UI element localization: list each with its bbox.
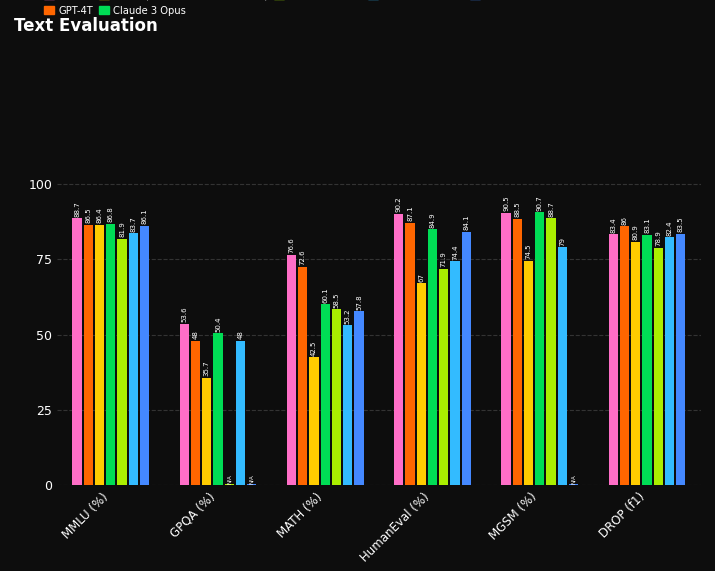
Text: 84.9: 84.9	[430, 212, 435, 228]
Text: N/A: N/A	[250, 474, 255, 484]
Text: 67: 67	[418, 273, 424, 282]
Bar	[236, 341, 245, 485]
Bar	[247, 484, 257, 485]
Text: 86: 86	[621, 216, 628, 224]
Text: 58.5: 58.5	[334, 292, 340, 308]
Bar	[524, 261, 533, 485]
Bar	[298, 267, 307, 485]
Bar	[202, 378, 212, 485]
Bar	[179, 324, 189, 485]
Text: 88.7: 88.7	[548, 201, 554, 216]
Text: 48: 48	[237, 330, 244, 339]
Bar	[84, 224, 93, 485]
Text: 53.2: 53.2	[345, 308, 351, 324]
Bar	[287, 255, 296, 485]
Bar	[394, 214, 403, 485]
Bar	[225, 484, 234, 485]
Bar	[343, 325, 352, 485]
Text: 88.7: 88.7	[74, 201, 80, 216]
Bar	[676, 234, 686, 485]
Bar	[95, 225, 104, 485]
Text: 60.1: 60.1	[322, 287, 328, 303]
Text: 90.2: 90.2	[396, 196, 402, 212]
Text: 90.7: 90.7	[537, 195, 543, 211]
Text: 78.9: 78.9	[656, 230, 661, 246]
Legend: GPT-4o, GPT-4T, GPT-4 (initial release 23-03-14), Claude 3 Opus, Gemini Pro 1.5,: GPT-4o, GPT-4T, GPT-4 (initial release 2…	[44, 0, 548, 15]
Text: N/A: N/A	[571, 474, 576, 484]
Bar	[513, 219, 522, 485]
Bar	[107, 224, 115, 485]
Text: 83.5: 83.5	[678, 216, 684, 232]
Text: 83.1: 83.1	[644, 218, 650, 234]
Bar	[417, 283, 426, 485]
Text: 81.9: 81.9	[119, 222, 125, 237]
Text: 71.9: 71.9	[441, 251, 447, 267]
Text: 42.5: 42.5	[311, 340, 317, 356]
Bar	[140, 226, 149, 485]
Bar	[631, 242, 641, 485]
Text: 35.7: 35.7	[204, 361, 209, 376]
Bar	[428, 230, 437, 485]
Bar	[462, 232, 471, 485]
Text: 84.1: 84.1	[463, 215, 469, 230]
Text: 50.4: 50.4	[215, 316, 221, 332]
Text: 74.4: 74.4	[452, 244, 458, 260]
Bar	[620, 226, 629, 485]
Bar	[310, 357, 319, 485]
Text: 74.5: 74.5	[526, 244, 531, 259]
Bar	[665, 237, 674, 485]
Bar	[332, 309, 341, 485]
Bar	[129, 233, 138, 485]
Bar	[450, 261, 460, 485]
Text: Text Evaluation: Text Evaluation	[14, 17, 158, 35]
Bar	[546, 218, 556, 485]
Text: 86.5: 86.5	[85, 207, 92, 223]
Bar	[608, 234, 618, 485]
Text: 87.1: 87.1	[407, 206, 413, 222]
Bar	[558, 247, 567, 485]
Text: 72.6: 72.6	[300, 250, 306, 265]
Bar	[191, 341, 200, 485]
Text: 86.1: 86.1	[142, 208, 147, 224]
Text: 83.7: 83.7	[130, 216, 137, 232]
Bar	[501, 212, 511, 485]
Bar	[214, 333, 222, 485]
Text: 48: 48	[192, 330, 199, 339]
Bar	[536, 212, 544, 485]
Bar	[72, 218, 82, 485]
Bar	[355, 311, 364, 485]
Text: N/A: N/A	[227, 474, 232, 484]
Bar	[117, 239, 127, 485]
Bar	[439, 269, 448, 485]
Bar	[321, 304, 330, 485]
Text: 76.6: 76.6	[289, 238, 295, 253]
Bar	[654, 248, 663, 485]
Bar	[405, 223, 415, 485]
Text: 83.4: 83.4	[611, 217, 616, 232]
Text: 57.8: 57.8	[356, 294, 362, 309]
Text: 82.4: 82.4	[666, 220, 673, 235]
Text: 80.9: 80.9	[633, 224, 638, 240]
Text: 86.4: 86.4	[97, 208, 102, 223]
Text: 53.6: 53.6	[182, 307, 187, 322]
Text: 90.5: 90.5	[503, 195, 509, 211]
Text: 88.5: 88.5	[514, 202, 521, 217]
Bar	[569, 484, 578, 485]
Text: 86.8: 86.8	[108, 207, 114, 222]
Text: 79: 79	[559, 237, 566, 246]
Bar	[643, 235, 651, 485]
